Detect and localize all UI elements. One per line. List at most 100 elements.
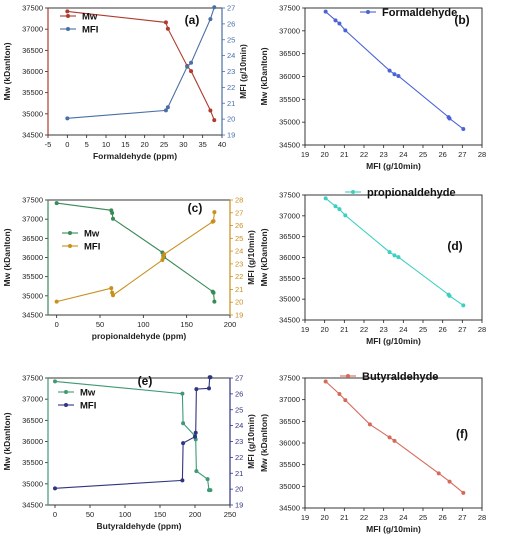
x-tick-label: 22	[360, 513, 368, 522]
x-tick-label: 26	[438, 513, 446, 522]
data-point	[162, 252, 167, 257]
y-tick-label: 35500	[22, 88, 43, 97]
x-tick-label: 15	[121, 140, 129, 149]
data-point	[396, 255, 401, 260]
y-tick-label: 37500	[279, 4, 300, 13]
plot-frame	[47, 377, 231, 506]
data-point	[111, 216, 115, 221]
x-tick-label: 19	[301, 325, 309, 334]
legend-swatch-marker	[66, 27, 70, 31]
panel-label: (a)	[185, 13, 200, 27]
x-tick-label: 5	[85, 140, 89, 149]
y-tick-label: 35000	[279, 482, 300, 491]
data-point	[343, 213, 348, 218]
data-point	[212, 210, 217, 215]
data-point	[447, 479, 452, 484]
y2-tick-label: 26	[235, 389, 243, 398]
panel-label: (c)	[188, 201, 203, 215]
y2-tick-label: 25	[235, 234, 243, 243]
y2-tick-label: 22	[227, 83, 235, 92]
x-axis-label: MFI (g/10min)	[366, 336, 421, 346]
plot-frame	[304, 377, 483, 509]
x-tick-label: 0	[55, 320, 59, 329]
data-point	[208, 108, 213, 113]
legend-swatch-marker	[351, 190, 355, 194]
data-point	[54, 299, 59, 304]
y2-tick-label: 21	[227, 99, 235, 108]
x-tick-label: 20	[320, 325, 328, 334]
y-tick-label: 36000	[22, 437, 43, 446]
y-axis-label: Mw (kDanlton)	[2, 42, 12, 100]
x-tick-label: 200	[189, 510, 202, 519]
y2-tick-label: 24	[235, 421, 243, 430]
x-tick-label: 27	[458, 150, 466, 159]
y2-tick-label: 27	[227, 4, 235, 13]
x-tick-label: 24	[399, 513, 407, 522]
data-point	[163, 20, 168, 25]
y2-tick-label: 22	[235, 453, 243, 462]
y2-tick-label: 23	[235, 259, 243, 268]
data-point	[333, 204, 338, 209]
x-tick-label: 150	[180, 320, 193, 329]
data-point	[392, 253, 397, 258]
chart-panel-c: 0 50 100 150 200 34500 35000 35500 36000 36500 370…	[2, 196, 256, 342]
chart-panel-b: 19 20 21 22 23 24 25 26 27 28 34500 35000 35500 36000…	[259, 4, 486, 172]
y-tick-label: 36500	[22, 46, 43, 55]
chart-panel-a: -5 0 5 10 15 20 25 30 35 40 34500 35000 35500 36000 36…	[2, 4, 248, 162]
y-tick-label: 37500	[22, 374, 43, 383]
data-point	[461, 127, 466, 132]
data-point	[193, 434, 197, 439]
x-tick-label: 25	[419, 325, 427, 334]
y-tick-label: 37500	[279, 374, 300, 383]
data-point	[193, 430, 198, 435]
data-point	[461, 303, 466, 308]
data-point	[194, 469, 199, 474]
series-line-0	[56, 202, 215, 302]
y2-tick-label: 20	[227, 115, 235, 124]
data-point	[181, 441, 186, 446]
legend-label: Mw	[84, 229, 100, 240]
data-point	[387, 250, 392, 255]
x-tick-label: 23	[379, 513, 387, 522]
y-tick-label: 36500	[279, 417, 300, 426]
x-tick-label: 24	[399, 325, 407, 334]
x-tick-label: 28	[478, 150, 486, 159]
y-tick-label: 37500	[279, 191, 300, 200]
data-point	[323, 379, 328, 384]
y2-tick-label: 23	[235, 437, 243, 446]
x-tick-label: 21	[340, 513, 348, 522]
y-tick-label: 37000	[279, 395, 300, 404]
legend-swatch-marker	[68, 244, 72, 248]
y-tick-label: 37000	[279, 26, 300, 35]
y-tick-label: 37000	[22, 215, 43, 224]
data-point	[65, 9, 70, 14]
y-tick-label: 36000	[22, 253, 43, 262]
panel-label: (b)	[454, 13, 469, 27]
series-line-1	[54, 376, 211, 489]
y-tick-label: 36000	[279, 72, 300, 81]
y2-tick-label: 22	[235, 272, 243, 281]
data-point	[207, 386, 211, 391]
x-tick-label: 0	[53, 510, 57, 519]
x-tick-label: 26	[438, 150, 446, 159]
legend-swatch-marker	[68, 231, 72, 235]
data-point	[337, 21, 342, 26]
data-point	[53, 486, 57, 491]
legend-label: MFI	[82, 25, 98, 36]
x-axis-label: MFI (g/10min)	[366, 161, 421, 171]
data-point	[212, 5, 217, 10]
x-tick-label: 24	[399, 150, 407, 159]
legend-swatch-marker	[64, 390, 68, 394]
data-point	[396, 74, 401, 79]
data-point	[205, 477, 210, 482]
x-tick-label: 100	[119, 510, 132, 519]
data-point	[180, 478, 185, 483]
y2-tick-label: 19	[235, 311, 243, 320]
x-tick-label: 250	[224, 510, 237, 519]
legend: Butyraldehyde	[340, 371, 438, 383]
data-point	[447, 116, 452, 121]
y-axis-label: Mw (kDanlton)	[259, 414, 269, 472]
data-point	[111, 293, 115, 298]
y2-tick-label: 24	[227, 51, 235, 60]
